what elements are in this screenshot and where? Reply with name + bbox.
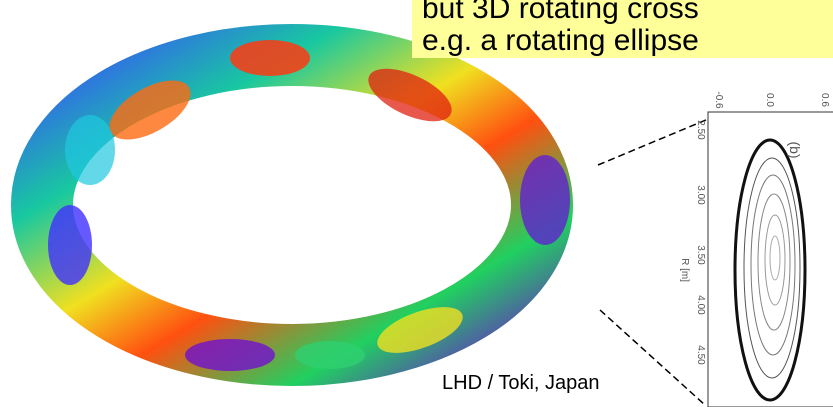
callout-line: e.g. a rotating ellipse [422,24,699,57]
y-tick-label: 3.00 [695,185,706,205]
torus-image [42,40,570,371]
y-tick-label: 4.50 [695,345,706,365]
zoom-line [600,310,705,405]
flux-plot: -0.6 0.0 0.6 2.50 3.00 3.50 4.00 4.50 R … [679,91,833,407]
caption: LHD / Toki, Japan [442,372,600,394]
x-tick-label: 0.0 [764,93,775,107]
y-tick-label: 4.00 [695,295,706,315]
slide: but 3D rotating cross e.g. a rotating el… [0,0,833,407]
x-tick-label: -0.6 [713,91,724,109]
y-tick-label: 2.50 [695,120,706,140]
y-tick-label: 3.50 [695,245,706,265]
panel-label: (b) [787,141,803,158]
y-axis-label: R [m] [679,258,690,282]
x-tick-label: 0.6 [819,93,830,107]
callout-line: but 3D rotating cross [422,0,699,25]
